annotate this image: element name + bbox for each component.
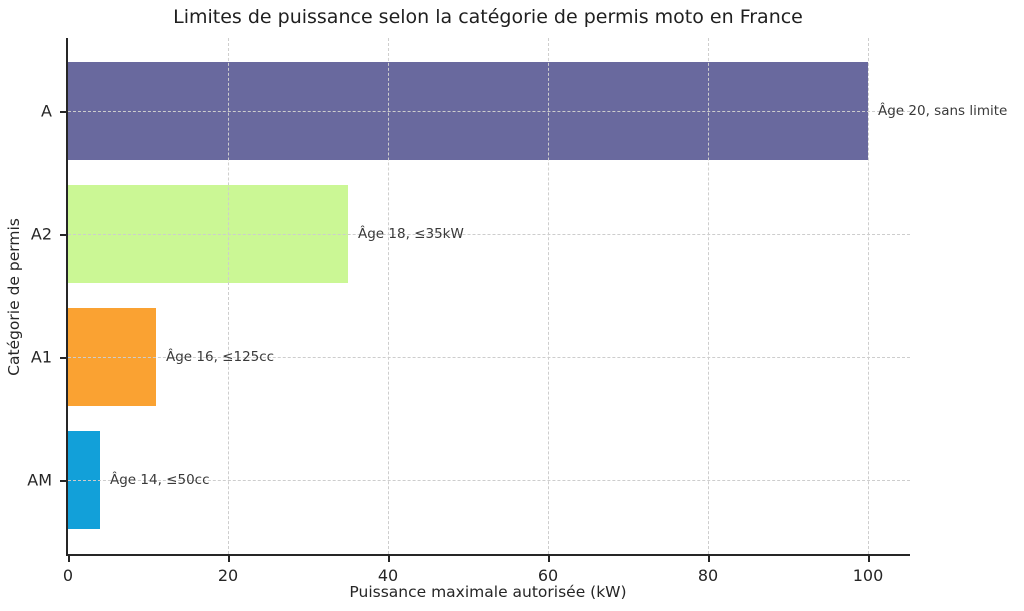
x-tick-mark-20 — [228, 556, 230, 562]
gridline-horizontal-A2 — [68, 234, 910, 235]
plot-area: 0 20 40 60 80 100 A A2 A1 AM Âge 20, sans limite Âg… — [27, 38, 1007, 585]
y-tick-label-A2: A2 — [30, 224, 52, 244]
gridline-vertical-20 — [228, 38, 229, 554]
y-tick-label-AM: AM — [27, 470, 52, 490]
chart-title: Limites de puissance selon la catégorie … — [173, 6, 803, 28]
gridline-horizontal-A1 — [68, 357, 910, 358]
x-tick-label-80: 80 — [697, 566, 719, 585]
bar-annotation-A: Âge 20, sans limite — [878, 103, 1008, 119]
y-tick-mark-A1 — [60, 357, 66, 359]
y-axis-label: Catégorie de permis — [5, 218, 23, 376]
gridline-horizontal-AM — [68, 480, 910, 481]
gridline-vertical-80 — [708, 38, 709, 554]
x-tick-label-100: 100 — [852, 566, 884, 585]
gridline-vertical-100 — [868, 38, 869, 554]
bar-annotation-A1: Âge 16, ≤125cc — [166, 349, 275, 365]
x-tick-mark-0 — [68, 556, 70, 562]
gridline-horizontal-A — [68, 111, 910, 112]
x-tick-mark-60 — [548, 556, 550, 562]
x-tick-mark-80 — [708, 556, 710, 562]
y-tick-label-A1: A1 — [30, 347, 52, 367]
x-tick-mark-40 — [388, 556, 390, 562]
x-axis-label: Puissance maximale autorisée (kW) — [349, 583, 627, 601]
x-tick-mark-100 — [868, 556, 870, 562]
bar-annotation-AM: Âge 14, ≤50cc — [110, 472, 210, 488]
y-tick-mark-A2 — [60, 234, 66, 236]
y-tick-mark-A — [60, 111, 66, 113]
x-tick-label-40: 40 — [377, 566, 399, 585]
y-tick-mark-AM — [60, 480, 66, 482]
x-tick-label-20: 20 — [217, 566, 239, 585]
x-tick-label-0: 0 — [62, 566, 74, 585]
gridline-vertical-40 — [388, 38, 389, 554]
gridline-vertical-60 — [548, 38, 549, 554]
x-tick-label-60: 60 — [537, 566, 559, 585]
y-tick-label-A: A — [41, 101, 52, 121]
bar-annotation-A2: Âge 18, ≤35kW — [358, 226, 464, 242]
